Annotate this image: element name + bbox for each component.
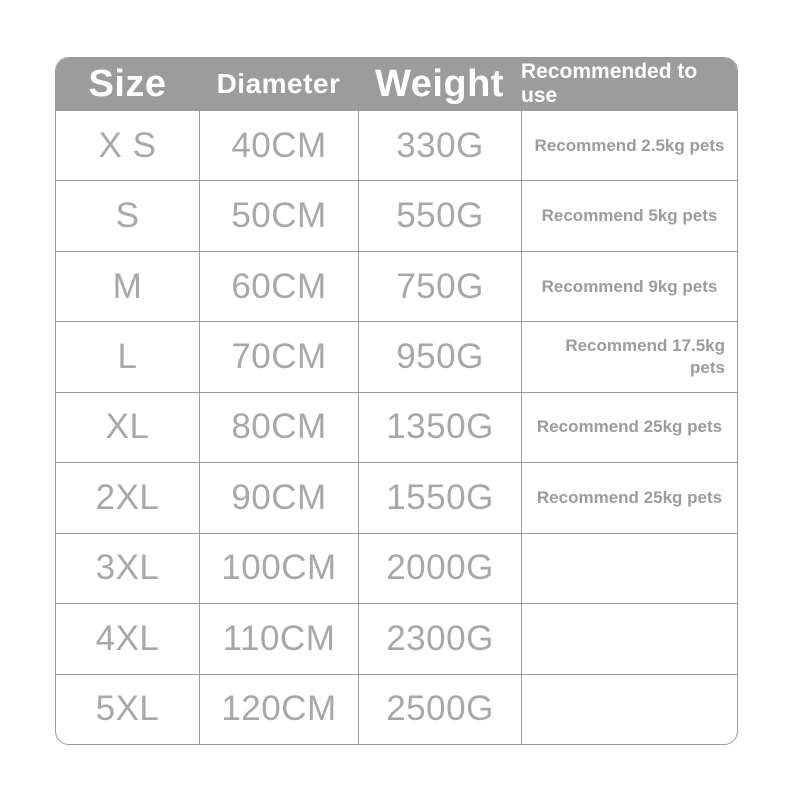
weight-cell: 2500G [358, 674, 521, 744]
weight-cell: 550G [358, 181, 521, 251]
size-table: Size Diameter Weight Recommended to use … [55, 57, 738, 745]
recommend-cell: Recommend 2.5kg pets [521, 111, 737, 181]
weight-cell: 750G [358, 251, 521, 322]
diameter-cell: 50CM [199, 181, 358, 251]
header-weight: Weight [375, 62, 504, 105]
table-row-xl: XL 80CM 1350G Recommend 25kg pets [56, 391, 737, 463]
table-row-s: S 50CM 550G Recommend 5kg pets [56, 180, 737, 251]
table-row-2xl: 2XL 90CM 1550G Recommend 25kg pets [56, 462, 737, 533]
size-cell: L [117, 337, 138, 377]
diameter-cell: 80CM [199, 392, 358, 463]
weight-cell: 1550G [358, 463, 521, 533]
diameter-cell: 40CM [199, 111, 358, 181]
weight-cell: 2000G [358, 533, 521, 604]
recommend-cell: Recommend 25kg pets [521, 392, 737, 463]
table-header-row: Size Diameter Weight Recommended to use [56, 58, 737, 110]
recommend-cell: Recommend 17.5kg pets [521, 322, 737, 392]
diameter-cell: 90CM [199, 463, 358, 533]
diameter-cell: 110CM [199, 604, 358, 674]
table-row-m: M 60CM 750G Recommend 9kg pets [56, 250, 737, 322]
size-cell: S [115, 196, 140, 236]
size-cell: 4XL [95, 618, 160, 658]
header-recommended: Recommended to use [521, 60, 698, 107]
size-cell: M [112, 266, 143, 306]
weight-cell: 950G [358, 322, 521, 392]
table-row-5xl: 5XL 120CM 2500G [56, 673, 737, 744]
recommend-cell: Recommend 5kg pets [521, 181, 737, 251]
diameter-cell: 120CM [199, 674, 358, 744]
recommend-cell: Recommend 25kg pets [521, 463, 737, 533]
table-row-xs: X S 40CM 330G Recommend 2.5kg pets [56, 110, 737, 181]
size-cell: 5XL [95, 689, 160, 729]
header-diameter: Diameter [216, 68, 341, 99]
size-cell: XL [105, 407, 150, 447]
table-row-3xl: 3XL 100CM 2000G [56, 532, 737, 604]
diameter-cell: 100CM [199, 533, 358, 604]
recommend-cell [521, 604, 737, 674]
size-cell: 3XL [95, 548, 160, 588]
diameter-cell: 70CM [199, 322, 358, 392]
header-size: Size [88, 62, 167, 105]
weight-cell: 330G [358, 111, 521, 181]
weight-cell: 1350G [358, 392, 521, 463]
table-row-4xl: 4XL 110CM 2300G [56, 603, 737, 674]
diameter-cell: 60CM [199, 251, 358, 322]
recommend-text: Recommend 17.5kg pets [565, 335, 725, 378]
recommend-cell [521, 674, 737, 744]
table-row-l: L 70CM 950G Recommend 17.5kg pets [56, 321, 737, 392]
size-cell: X S [98, 125, 157, 165]
weight-cell: 2300G [358, 604, 521, 674]
size-cell: 2XL [95, 477, 160, 517]
recommend-cell [521, 533, 737, 604]
recommend-cell: Recommend 9kg pets [521, 251, 737, 322]
